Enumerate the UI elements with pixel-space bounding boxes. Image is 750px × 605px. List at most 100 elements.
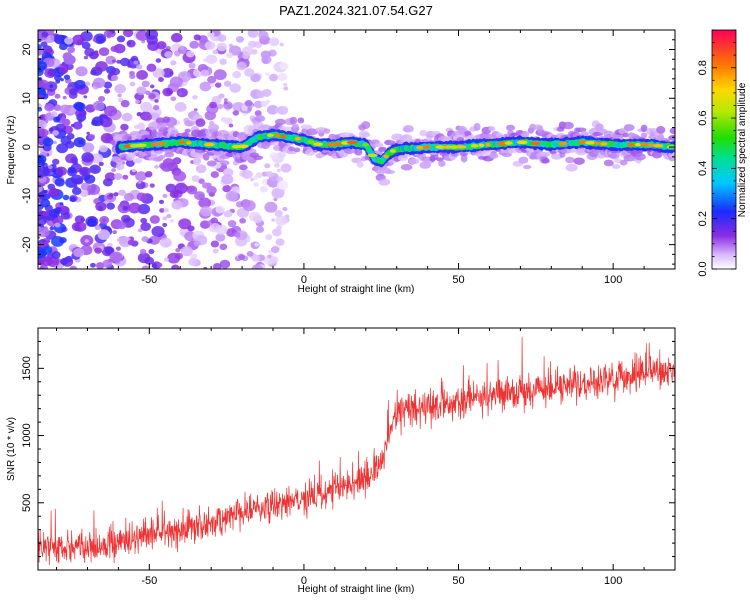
noise-blob — [188, 62, 196, 69]
noise-blob — [193, 108, 198, 112]
ridge-peak — [558, 141, 568, 146]
noise-blob — [98, 95, 106, 102]
noise-blob — [173, 170, 187, 182]
noise-blob — [100, 133, 114, 144]
noise-blob — [128, 202, 142, 214]
x-tick-label: 50 — [452, 274, 464, 286]
noise-blob — [210, 240, 220, 248]
noise-blob — [180, 246, 193, 257]
spectrogram-marks — [38, 30, 675, 269]
noise-blob — [267, 254, 272, 259]
noise-blob — [271, 218, 275, 222]
ridge-peak — [334, 142, 343, 146]
noise-blob — [89, 164, 101, 175]
noise-blob — [137, 180, 142, 184]
ridge-halo — [127, 150, 137, 159]
noise-blob — [270, 246, 280, 254]
ridge-peak — [478, 143, 485, 148]
ridge-halo — [254, 115, 266, 122]
y-tick-label: 1500 — [21, 356, 33, 380]
ridge-halo — [164, 152, 175, 158]
noise-blob — [64, 37, 74, 45]
noise-blob — [66, 133, 75, 140]
y-tick-label: 0 — [21, 144, 33, 150]
noise-blob — [277, 105, 289, 115]
ridge-peak — [313, 142, 323, 147]
noise-blob — [44, 103, 55, 112]
noise-blob — [242, 112, 247, 117]
noise-blob — [282, 206, 288, 212]
ridge-peak — [367, 153, 378, 158]
ridge-halo — [623, 124, 635, 132]
noise-blob — [199, 206, 213, 217]
ridge-halo — [184, 120, 196, 127]
noise-blob — [50, 111, 58, 117]
ridge-halo — [289, 116, 298, 125]
noise-blob — [122, 174, 129, 180]
noise-blob — [149, 215, 160, 224]
noise-blob — [65, 63, 74, 70]
colorbar-ticks: 0.0 0.2 0.4 0.6 0.8 — [697, 29, 736, 277]
noise-blob — [156, 262, 163, 268]
noise-blob — [113, 172, 123, 180]
ridge-peak — [157, 141, 166, 146]
ridge-halo — [274, 118, 286, 126]
ridge-halo — [402, 125, 414, 133]
noise-blob — [110, 45, 118, 53]
ridge-halo — [640, 124, 648, 132]
noise-blob — [50, 187, 57, 193]
noise-blob — [98, 161, 104, 167]
noise-blob — [38, 227, 50, 238]
ridge-halo — [430, 153, 439, 161]
ridge-halo — [356, 161, 364, 168]
noise-blob — [108, 193, 114, 197]
noise-blob — [81, 41, 91, 50]
noise-blob — [274, 162, 280, 168]
ridge-halo — [374, 142, 384, 148]
noise-blob — [136, 70, 148, 80]
noise-blob — [67, 46, 76, 54]
noise-blob — [169, 76, 183, 88]
noise-blob — [215, 205, 225, 214]
noise-blob — [115, 246, 121, 251]
noise-blob — [247, 106, 252, 111]
y-tick-label: 20 — [21, 43, 33, 55]
noise-blob — [268, 249, 273, 254]
ridge-halo — [609, 151, 620, 160]
noise-blob — [137, 228, 143, 233]
noise-blob — [75, 102, 86, 112]
ridge-peak — [362, 142, 370, 147]
noise-blob — [225, 190, 239, 202]
noise-blob — [113, 192, 119, 197]
noise-blob — [63, 54, 76, 65]
noise-blob — [188, 258, 198, 267]
noise-blob — [121, 112, 133, 122]
noise-blob — [174, 102, 187, 112]
noise-blob — [228, 123, 234, 128]
noise-blob — [186, 185, 198, 195]
ridge-halo — [184, 128, 191, 133]
noise-blob — [261, 55, 272, 64]
noise-blob — [254, 242, 259, 247]
ridge-halo — [566, 148, 577, 153]
noise-blob — [79, 222, 87, 229]
noise-blob — [102, 178, 113, 187]
noise-blob — [129, 81, 136, 87]
noise-blob — [135, 64, 143, 70]
colorbar-label: Normalized spectral amplitude — [737, 82, 748, 217]
noise-blob — [207, 75, 217, 84]
noise-blob — [223, 210, 233, 218]
ridge-halo — [305, 128, 318, 136]
noise-blob — [125, 159, 135, 167]
ridge-peak — [600, 142, 608, 146]
noise-blob — [139, 248, 147, 255]
noise-blob — [250, 73, 261, 83]
ridge-halo — [521, 130, 530, 139]
noise-blob — [219, 259, 231, 269]
ridge-peak — [516, 140, 528, 145]
noise-blob — [195, 118, 206, 127]
spectrogram-x-label: Height of straight line (km) — [298, 284, 415, 295]
noise-blob — [164, 51, 173, 59]
noise-blob — [179, 46, 185, 51]
noise-blob — [91, 153, 104, 164]
